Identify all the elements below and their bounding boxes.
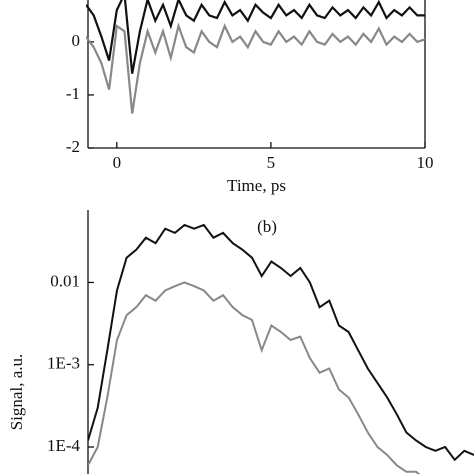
data-line	[88, 223, 474, 462]
x-axis-label: Time, ps	[227, 176, 286, 195]
x-tick-label: 0	[113, 153, 122, 172]
y-tick-label: 1E-4	[47, 436, 81, 455]
y-axis-label: Signal, a.u.	[7, 354, 26, 431]
plot-area	[86, 0, 425, 114]
y-tick-label: -1	[66, 84, 80, 103]
data-line	[88, 281, 421, 474]
annotation: (b)	[257, 217, 277, 236]
x-tick-label: 10	[417, 153, 434, 172]
plot-area	[88, 223, 474, 474]
data-line	[86, 0, 425, 74]
x-tick-label: 5	[267, 153, 276, 172]
y-tick-label: -2	[66, 137, 80, 156]
data-line	[86, 22, 425, 114]
y-tick-label: 1E-3	[47, 354, 80, 373]
y-tick-label: 0	[72, 31, 81, 50]
y-tick-label: 0.01	[50, 271, 80, 290]
